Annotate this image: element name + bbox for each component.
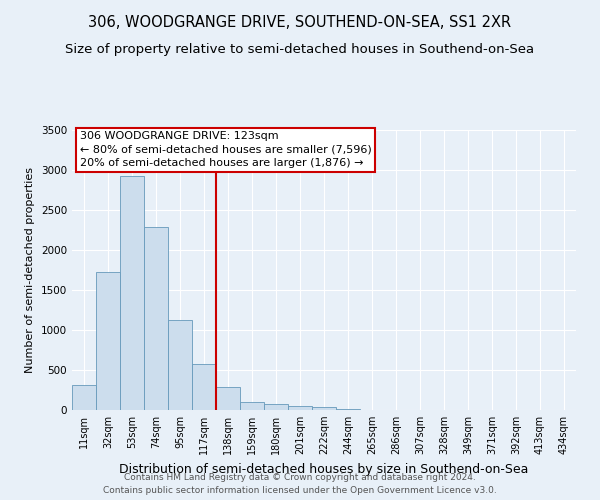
Bar (336, 409, 360, 410)
Bar (192, 364, 216, 410)
Bar (240, 402, 264, 410)
Text: 306, WOODGRANGE DRIVE, SOUTHEND-ON-SEA, SS1 2XR: 306, WOODGRANGE DRIVE, SOUTHEND-ON-SEA, … (88, 15, 512, 30)
Bar (168, 320, 192, 410)
Bar (216, 387, 240, 410)
Bar (312, 407, 336, 410)
Bar (144, 227, 168, 410)
Bar (288, 406, 312, 410)
X-axis label: Distribution of semi-detached houses by size in Southend-on-Sea: Distribution of semi-detached houses by … (119, 462, 529, 475)
Text: 306 WOODGRANGE DRIVE: 123sqm
← 80% of semi-detached houses are smaller (7,596)
2: 306 WOODGRANGE DRIVE: 123sqm ← 80% of se… (80, 132, 371, 168)
Bar (120, 176, 144, 410)
Text: Contains HM Land Registry data © Crown copyright and database right 2024.: Contains HM Land Registry data © Crown c… (124, 474, 476, 482)
Text: Contains public sector information licensed under the Open Government Licence v3: Contains public sector information licen… (103, 486, 497, 495)
Bar (96, 272, 120, 410)
Y-axis label: Number of semi-detached properties: Number of semi-detached properties (25, 167, 35, 373)
Bar (72, 385, 96, 410)
Text: Size of property relative to semi-detached houses in Southend-on-Sea: Size of property relative to semi-detach… (65, 42, 535, 56)
Bar (264, 404, 288, 410)
